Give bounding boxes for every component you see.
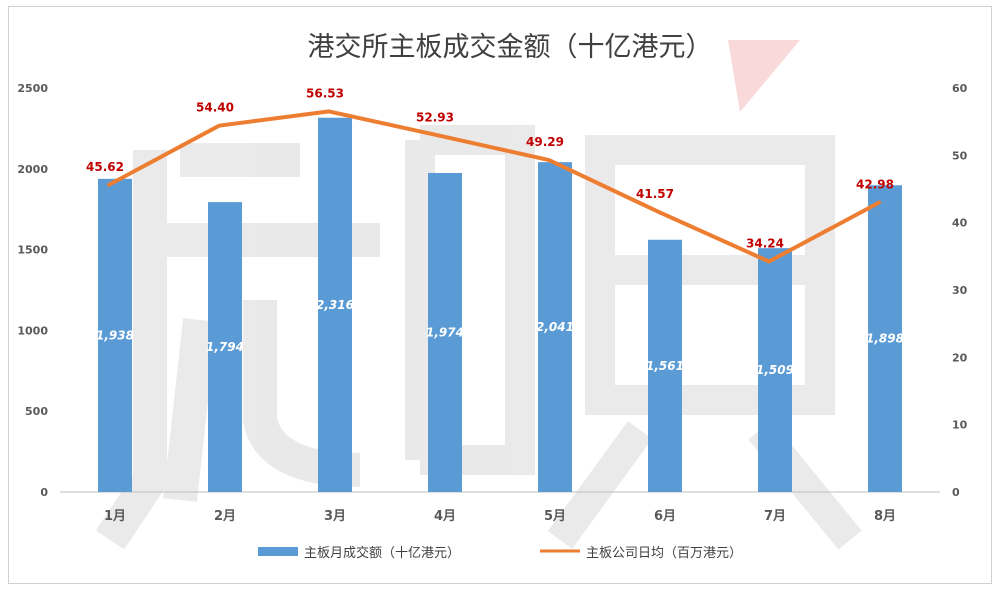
- bar-data-label: 1,974: [426, 326, 464, 340]
- line-path: [107, 109, 881, 264]
- bar: [648, 239, 682, 492]
- category-label: 5月: [544, 509, 566, 524]
- line-series: 45.62 54.40 56.53 52.93 49.29 41.57 34.24 42.98: [86, 86, 894, 264]
- bar: [208, 202, 242, 492]
- legend-swatch-bar: [258, 547, 298, 556]
- category-label: 6月: [654, 509, 676, 524]
- chart-frame: [8, 6, 992, 584]
- bar: [538, 162, 572, 493]
- left-axis-tick-label: 2000: [17, 163, 48, 176]
- line-data-label: 52.93: [416, 111, 454, 125]
- line-point: [437, 134, 441, 138]
- line-point: [107, 183, 111, 187]
- right-axis-tick-label: 30: [952, 284, 968, 297]
- line-data-label: 56.53: [306, 86, 344, 100]
- left-axis-tick-label: 500: [25, 405, 48, 418]
- bar-data-label: 1,794: [206, 340, 244, 354]
- right-axis-tick-label: 10: [952, 419, 968, 432]
- legend-label-line: 主板公司日均（百万港元）: [586, 546, 742, 561]
- category-label: 7月: [764, 509, 786, 524]
- category-labels: 1月 2月 3月 4月 5月 6月 7月 8月: [104, 509, 896, 524]
- line-data-label: 54.40: [196, 101, 234, 115]
- left-axis-tick-label: 1000: [17, 324, 48, 337]
- watermark: [95, 125, 862, 550]
- right-axis-tick-label: 50: [952, 149, 968, 162]
- bar-data-label: 2,041: [536, 320, 574, 334]
- bar: [868, 185, 902, 492]
- bar-data-label: 2,316: [316, 298, 354, 312]
- line-data-label: 41.57: [636, 187, 674, 201]
- legend-label-bar: 主板月成交额（十亿港元）: [304, 545, 460, 561]
- right-axis-tick-label: 40: [952, 217, 968, 230]
- bar-data-label: 1,938: [96, 328, 134, 342]
- line-point: [767, 259, 771, 263]
- bar: [758, 248, 792, 492]
- line-data-label: 34.24: [746, 236, 784, 250]
- bar-data-label: 1,561: [646, 359, 684, 373]
- line-data-label: 45.62: [86, 160, 124, 174]
- legend: 主板月成交额（十亿港元） 主板公司日均（百万港元）: [258, 545, 742, 561]
- bar-data-label: 1,509: [756, 363, 794, 377]
- line-point: [327, 109, 331, 113]
- bar: [318, 117, 352, 492]
- bar: [98, 178, 132, 492]
- bar-labels: 1,938 1,794 2,316 1,974 2,041 1,561 1,509 1,898: [96, 298, 904, 377]
- bar: [428, 173, 462, 493]
- left-axis: 0 500 1000 1500 2000 2500: [17, 82, 48, 499]
- right-axis: 0 10 20 30 40 50 60: [952, 82, 968, 499]
- bar-series: [98, 117, 902, 493]
- right-axis-tick-label: 0: [952, 486, 960, 499]
- right-axis-tick-label: 20: [952, 351, 968, 364]
- category-label: 2月: [214, 509, 236, 524]
- right-axis-tick-label: 60: [952, 82, 968, 95]
- left-axis-tick-label: 1500: [17, 244, 48, 257]
- left-axis-tick-label: 2500: [17, 82, 48, 95]
- line-point: [547, 158, 551, 162]
- watermark-triangle: [728, 40, 800, 112]
- line-point: [877, 201, 881, 205]
- line-data-label: 49.29: [526, 135, 564, 149]
- line-point: [657, 210, 661, 214]
- category-label: 1月: [104, 509, 126, 524]
- category-label: 8月: [874, 509, 896, 524]
- line-point: [217, 124, 221, 128]
- category-label: 4月: [434, 509, 456, 524]
- bar-data-label: 1,898: [866, 332, 904, 346]
- category-label: 3月: [324, 509, 346, 524]
- chart-title: 港交所主板成交金额（十亿港元）: [308, 32, 713, 63]
- line-data-label: 42.98: [856, 178, 894, 192]
- left-axis-tick-label: 0: [40, 486, 48, 499]
